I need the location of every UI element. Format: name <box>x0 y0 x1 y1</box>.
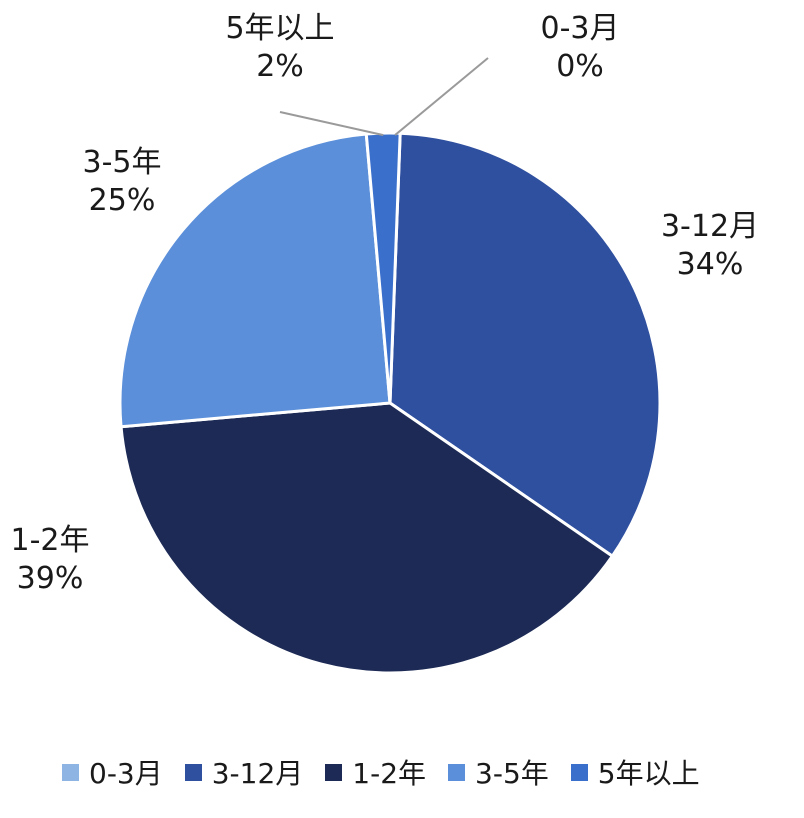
legend: 0-3月 3-12月 1-2年 3-5年 5年以上 <box>62 752 722 792</box>
slice-label-3-12m: 3-12月 34% <box>640 208 780 284</box>
slice-label-1-2y: 1-2年 39% <box>0 522 100 598</box>
legend-swatch <box>448 763 466 781</box>
legend-item: 0-3月 <box>62 752 163 792</box>
slice-category: 5年以上 <box>225 11 335 46</box>
slice-percent: 0% <box>556 49 604 84</box>
slice-label-3-5y: 3-5年 25% <box>62 144 182 220</box>
legend-item: 1-2年 <box>325 752 426 792</box>
slice-percent: 34% <box>676 247 744 282</box>
slice-category: 0-3月 <box>540 11 620 46</box>
leader-line <box>279 111 384 137</box>
pie-slice <box>364 131 402 404</box>
legend-swatch <box>570 763 588 781</box>
leader-line <box>394 57 489 136</box>
pie-slice <box>118 132 392 429</box>
legend-item: 3-5年 <box>448 752 549 792</box>
legend-label: 3-5年 <box>475 757 549 790</box>
pie-slice <box>388 131 662 559</box>
slice-category: 1-2年 <box>10 523 90 558</box>
slice-percent: 25% <box>88 183 156 218</box>
pie-slice <box>119 401 615 675</box>
legend-label: 3-12月 <box>211 757 304 790</box>
slice-label-0-3m: 0-3月 0% <box>520 10 640 86</box>
legend-swatch <box>62 763 79 781</box>
slice-category: 3-5年 <box>82 145 162 180</box>
slice-percent: 2% <box>256 49 304 84</box>
slice-label-5y-plus: 5年以上 2% <box>200 10 360 86</box>
legend-label: 1-2年 <box>352 757 427 790</box>
slice-percent: 39% <box>16 561 84 596</box>
legend-item: 5年以上 <box>570 752 700 792</box>
legend-item: 3-12月 <box>184 752 304 792</box>
legend-swatch <box>184 763 202 781</box>
legend-label: 5年以上 <box>597 757 700 790</box>
legend-label: 0-3月 <box>89 757 163 790</box>
slice-category: 3-12月 <box>660 209 760 244</box>
legend-swatch <box>325 763 343 781</box>
